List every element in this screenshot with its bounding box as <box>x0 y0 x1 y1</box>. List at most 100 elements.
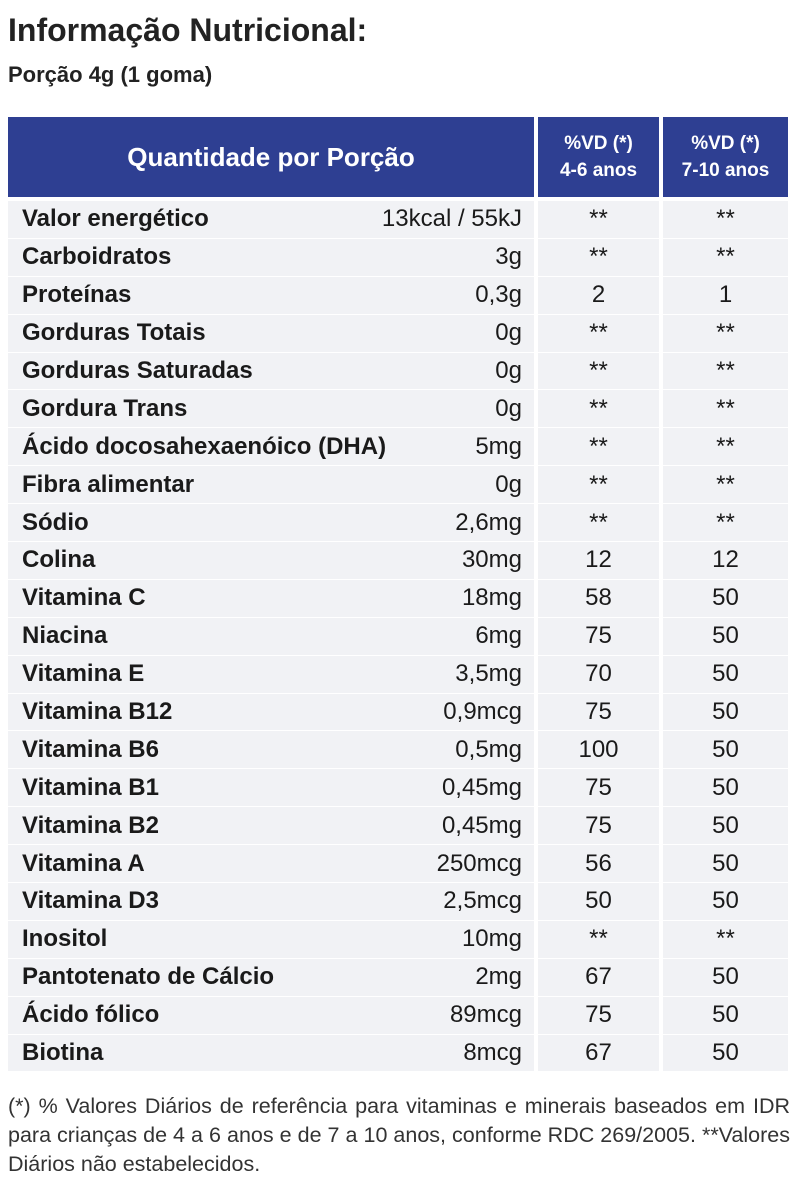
table-row: Pantotenato de Cálcio 2mg 67 50 <box>8 958 792 997</box>
column-header-vd-7-10-line2: 7-10 anos <box>681 160 770 181</box>
nutrient-amount: 2mg <box>475 963 522 991</box>
nutrient-cell: Sódio 2,6mg <box>8 504 534 543</box>
nutrient-cell: Inositol 10mg <box>8 920 534 959</box>
nutrient-name: Colina <box>22 546 96 574</box>
nutrient-cell: Carboidratos 3g <box>8 238 534 277</box>
nutrient-amount: 10mg <box>461 925 522 953</box>
vd-7-10-value: 50 <box>663 579 788 618</box>
table-row: Vitamina A 250mcg 56 50 <box>8 845 792 884</box>
vd-7-10-value: ** <box>663 238 788 277</box>
vd-7-10-value: ** <box>663 352 788 391</box>
table-row: Fibra alimentar 0g ** ** <box>8 466 792 505</box>
nutrient-name: Ácido docosahexaenóico (DHA) <box>22 432 387 460</box>
vd-4-6-value: ** <box>538 238 659 277</box>
vd-7-10-value: 50 <box>663 883 788 921</box>
vd-7-10-value: ** <box>663 920 788 959</box>
nutrient-amount: 0,3g <box>475 281 522 309</box>
nutrient-name: Carboidratos <box>22 243 172 271</box>
column-header-vd-4-6-line1: %VD (*) <box>564 133 633 154</box>
nutrient-name: Ácido fólico <box>22 1001 160 1029</box>
nutrient-name: Inositol <box>22 925 108 953</box>
nutrient-name: Vitamina B2 <box>22 811 159 839</box>
table-row: Vitamina B6 0,5mg 100 50 <box>8 731 792 770</box>
vd-4-6-value: 50 <box>538 883 659 921</box>
nutrient-name: Fibra alimentar <box>22 470 195 498</box>
vd-7-10-value: ** <box>663 504 788 543</box>
nutrient-cell: Vitamina A 250mcg <box>8 845 534 884</box>
nutrient-amount: 0,9mcg <box>443 698 522 726</box>
nutrient-amount: 30mg <box>461 546 522 574</box>
vd-4-6-value: ** <box>538 920 659 959</box>
table-row: Vitamina E 3,5mg 70 50 <box>8 655 792 694</box>
vd-4-6-value: 100 <box>538 731 659 770</box>
nutrient-name: Proteínas <box>22 281 132 309</box>
nutrient-name: Vitamina B12 <box>22 698 173 726</box>
table-row: Sódio 2,6mg ** ** <box>8 504 792 543</box>
nutrient-amount: 0g <box>495 357 522 384</box>
vd-4-6-value: 70 <box>538 655 659 694</box>
table-row: Vitamina B12 0,9mcg 75 50 <box>8 693 792 732</box>
vd-7-10-value: 50 <box>663 769 788 808</box>
table-row: Vitamina B1 0,45mg 75 50 <box>8 769 792 808</box>
nutrient-cell: Biotina 8mcg <box>8 1034 534 1073</box>
nutrient-amount: 13kcal / 55kJ <box>381 205 522 233</box>
table-row: Inositol 10mg ** ** <box>8 920 792 959</box>
table-row: Gorduras Totais 0g ** ** <box>8 314 792 353</box>
vd-4-6-value: 75 <box>538 769 659 808</box>
nutrient-amount: 89mcg <box>449 1001 522 1029</box>
table-header: Quantidade por Porção %VD (*) 4-6 anos %… <box>8 117 792 197</box>
table-body: Valor energético 13kcal / 55kJ ** ** Carboid… <box>8 201 792 1073</box>
nutrient-amount: 5mg <box>475 432 522 460</box>
vd-7-10-value: 50 <box>663 731 788 770</box>
nutrient-cell: Vitamina B12 0,9mcg <box>8 693 534 732</box>
vd-4-6-value: ** <box>538 314 659 353</box>
nutrient-amount: 0,45mg <box>441 773 522 801</box>
nutrient-amount: 6mg <box>475 622 522 650</box>
nutrient-amount: 0,5mg <box>455 735 522 763</box>
nutrition-table: Quantidade por Porção %VD (*) 4-6 anos %… <box>8 117 792 1073</box>
vd-7-10-value: 12 <box>663 542 788 580</box>
nutrient-cell: Vitamina B6 0,5mg <box>8 731 534 770</box>
vd-4-6-value: 75 <box>538 996 659 1035</box>
table-row: Ácido fólico 89mcg 75 50 <box>8 996 792 1035</box>
nutrient-cell: Vitamina B2 0,45mg <box>8 807 534 846</box>
column-header-vd-7-10-line1: %VD (*) <box>691 133 760 154</box>
vd-4-6-value: 75 <box>538 807 659 846</box>
nutrient-cell: Valor energético 13kcal / 55kJ <box>8 201 534 239</box>
column-header-vd-4-6-line2: 4-6 anos <box>559 160 638 181</box>
nutrient-amount: 0g <box>495 470 522 498</box>
nutrient-cell: Ácido docosahexaenóico (DHA) 5mg <box>8 428 534 467</box>
vd-4-6-value: 67 <box>538 958 659 997</box>
nutrient-cell: Gordura Trans 0g <box>8 390 534 429</box>
nutrient-cell: Vitamina D3 2,5mcg <box>8 883 534 921</box>
nutrient-amount: 18mg <box>461 584 522 612</box>
vd-4-6-value: ** <box>538 390 659 429</box>
vd-7-10-value: ** <box>663 428 788 467</box>
table-row: Vitamina B2 0,45mg 75 50 <box>8 807 792 846</box>
nutrient-name: Niacina <box>22 622 108 650</box>
table-row: Carboidratos 3g ** ** <box>8 238 792 277</box>
vd-7-10-value: 50 <box>663 807 788 846</box>
nutrient-name: Vitamina E <box>22 660 145 688</box>
nutrient-amount: 3g <box>495 243 522 271</box>
vd-7-10-value: 50 <box>663 996 788 1035</box>
table-row: Biotina 8mcg 67 50 <box>8 1034 792 1073</box>
nutrient-cell: Niacina 6mg <box>8 617 534 656</box>
nutrient-amount: 8mcg <box>463 1039 522 1067</box>
footnote: (*) % Valores Diários de referência para… <box>8 1094 790 1176</box>
nutrient-name: Biotina <box>22 1039 104 1067</box>
nutrient-name: Sódio <box>22 508 89 536</box>
table-row: Vitamina D3 2,5mcg 50 50 <box>8 883 792 921</box>
column-header-quantity: Quantidade por Porção <box>8 117 534 197</box>
nutrient-amount: 3,5mg <box>455 660 522 688</box>
column-header-vd-7-10: %VD (*) 7-10 anos <box>663 117 788 197</box>
column-header-vd-4-6: %VD (*) 4-6 anos <box>538 117 659 197</box>
vd-7-10-value: 50 <box>663 655 788 694</box>
nutrient-amount: 0g <box>495 319 522 347</box>
nutrient-name: Vitamina B1 <box>22 773 159 801</box>
vd-7-10-value: 1 <box>663 276 788 315</box>
vd-4-6-value: ** <box>538 201 659 239</box>
nutrient-cell: Fibra alimentar 0g <box>8 466 534 505</box>
table-row: Ácido docosahexaenóico (DHA) 5mg ** ** <box>8 428 792 467</box>
vd-4-6-value: 12 <box>538 542 659 580</box>
